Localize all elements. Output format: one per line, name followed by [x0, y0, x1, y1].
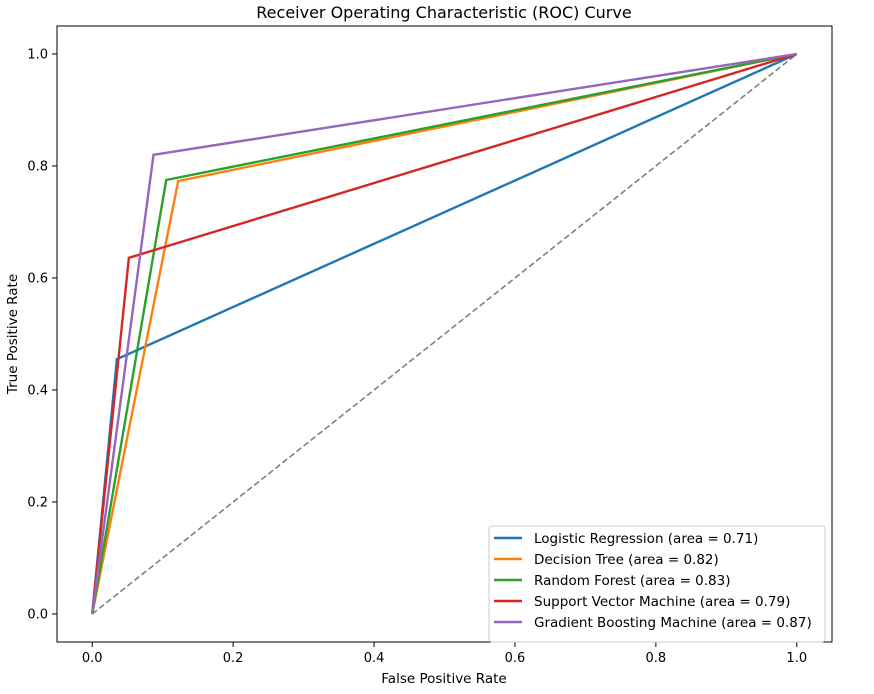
x-tick-label: 0.0	[82, 651, 103, 666]
y-tick-label: 1.0	[27, 48, 48, 63]
legend-label-4: Gradient Boosting Machine (area = 0.87)	[534, 615, 812, 631]
legend-label-2: Random Forest (area = 0.83)	[534, 573, 731, 589]
series-line-3	[91, 52, 798, 615]
y-tick-label: 0.4	[27, 384, 48, 399]
y-tick-label: 0.0	[27, 608, 48, 623]
y-tick-label: 0.8	[27, 160, 48, 175]
legend-frame	[488, 525, 826, 643]
x-tick-label: 1.0	[786, 651, 807, 666]
x-axis-label: False Positive Rate	[381, 671, 506, 687]
x-tick-label: 0.4	[364, 651, 385, 666]
y-tick-label: 0.6	[27, 272, 48, 287]
series-line-2	[91, 52, 798, 615]
x-tick-label: 0.6	[505, 651, 526, 666]
x-tick-label: 0.2	[223, 651, 244, 666]
series-line-4	[91, 52, 797, 615]
chart-title: Receiver Operating Characteristic (ROC) …	[256, 3, 631, 22]
x-tick-label: 0.8	[646, 651, 667, 666]
y-axis-label: True Positive Rate	[5, 274, 21, 395]
legend: Logistic Regression (area = 0.71) Decisio…	[488, 525, 826, 643]
legend-label-1: Decision Tree (area = 0.82)	[534, 552, 719, 568]
legend-label-0: Logistic Regression (area = 0.71)	[534, 531, 758, 547]
plot-frame	[56, 25, 833, 643]
y-tick-label: 0.2	[27, 496, 48, 511]
legend-label-3: Support Vector Machine (area = 0.79)	[534, 594, 790, 610]
chance-diagonal-line	[91, 53, 798, 615]
